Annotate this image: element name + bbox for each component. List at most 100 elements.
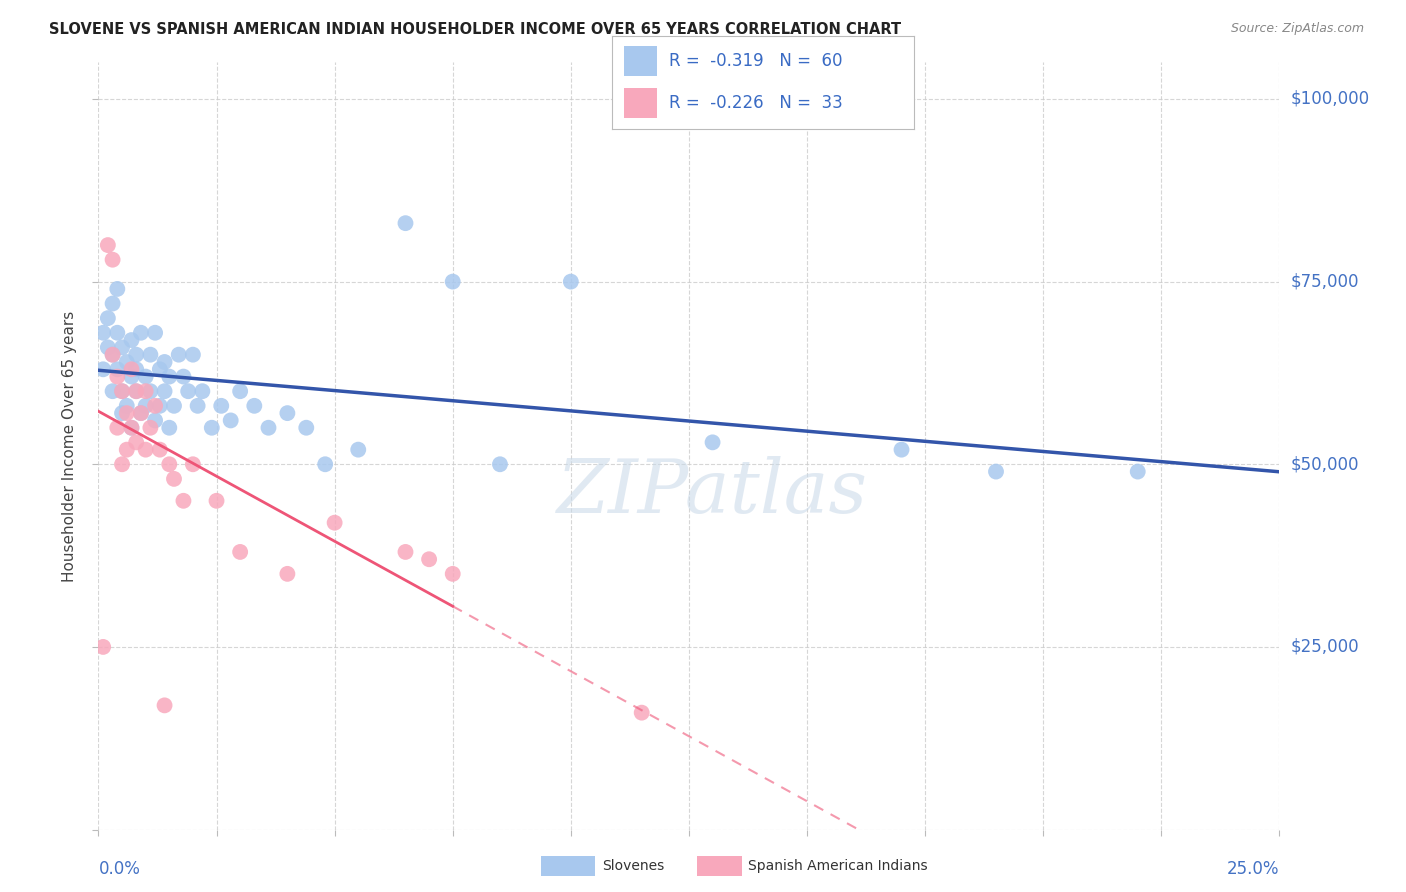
- Point: [295, 421, 318, 435]
- Point: [105, 369, 128, 384]
- Point: [172, 369, 194, 384]
- Point: [111, 384, 134, 399]
- Point: [149, 362, 172, 376]
- Point: [139, 384, 162, 399]
- Point: [153, 384, 176, 399]
- Point: [163, 472, 186, 486]
- Point: [219, 413, 242, 427]
- Point: [323, 516, 346, 530]
- Point: [135, 399, 157, 413]
- Point: [115, 406, 138, 420]
- Point: [129, 406, 152, 420]
- Point: [257, 421, 280, 435]
- Point: [143, 326, 166, 340]
- Point: [229, 384, 252, 399]
- Point: [205, 493, 228, 508]
- Point: [129, 326, 152, 340]
- Point: [125, 435, 148, 450]
- Point: [314, 457, 336, 471]
- Point: [181, 457, 204, 471]
- Point: [121, 421, 143, 435]
- Point: [91, 326, 114, 340]
- Point: [115, 399, 138, 413]
- Point: [121, 421, 143, 435]
- Text: Source: ZipAtlas.com: Source: ZipAtlas.com: [1230, 22, 1364, 36]
- Point: [125, 362, 148, 376]
- Text: 25.0%: 25.0%: [1227, 860, 1279, 878]
- Point: [129, 406, 152, 420]
- Point: [489, 457, 512, 471]
- Point: [115, 355, 138, 369]
- Point: [441, 566, 464, 581]
- Point: [111, 384, 134, 399]
- Text: Slovenes: Slovenes: [602, 859, 664, 873]
- FancyBboxPatch shape: [624, 88, 657, 118]
- Point: [167, 348, 190, 362]
- Point: [111, 457, 134, 471]
- Point: [276, 406, 298, 420]
- Point: [394, 216, 416, 230]
- Point: [105, 282, 128, 296]
- Point: [125, 384, 148, 399]
- Point: [97, 238, 120, 252]
- Text: Spanish American Indians: Spanish American Indians: [748, 859, 928, 873]
- Text: R =  -0.226   N =  33: R = -0.226 N = 33: [669, 95, 842, 112]
- Point: [201, 421, 224, 435]
- Point: [157, 457, 180, 471]
- Point: [101, 348, 124, 362]
- Point: [187, 399, 209, 413]
- Text: $75,000: $75,000: [1291, 273, 1360, 291]
- Point: [177, 384, 200, 399]
- Point: [97, 340, 120, 354]
- Point: [105, 362, 128, 376]
- Point: [1126, 465, 1149, 479]
- Point: [135, 369, 157, 384]
- Point: [276, 566, 298, 581]
- Text: SLOVENE VS SPANISH AMERICAN INDIAN HOUSEHOLDER INCOME OVER 65 YEARS CORRELATION : SLOVENE VS SPANISH AMERICAN INDIAN HOUSE…: [49, 22, 901, 37]
- Point: [209, 399, 232, 413]
- Point: [91, 362, 114, 376]
- Point: [105, 421, 128, 435]
- Point: [97, 311, 120, 326]
- Point: [101, 348, 124, 362]
- Point: [163, 399, 186, 413]
- Point: [121, 362, 143, 376]
- Point: [121, 333, 143, 347]
- Point: [181, 348, 204, 362]
- Point: [157, 421, 180, 435]
- Point: [139, 348, 162, 362]
- Point: [125, 384, 148, 399]
- Point: [135, 442, 157, 457]
- Point: [441, 275, 464, 289]
- Point: [172, 493, 194, 508]
- Point: [229, 545, 252, 559]
- Point: [418, 552, 440, 566]
- Point: [139, 421, 162, 435]
- Point: [143, 413, 166, 427]
- Text: $50,000: $50,000: [1291, 455, 1360, 474]
- Point: [115, 442, 138, 457]
- Point: [149, 399, 172, 413]
- Point: [101, 296, 124, 310]
- Text: ZIPatlas: ZIPatlas: [557, 456, 868, 528]
- Point: [135, 384, 157, 399]
- Point: [630, 706, 652, 720]
- Point: [347, 442, 370, 457]
- Text: $100,000: $100,000: [1291, 90, 1369, 108]
- Point: [149, 442, 172, 457]
- Text: R =  -0.319   N =  60: R = -0.319 N = 60: [669, 52, 842, 70]
- Y-axis label: Householder Income Over 65 years: Householder Income Over 65 years: [62, 310, 77, 582]
- Point: [111, 406, 134, 420]
- Point: [111, 340, 134, 354]
- Point: [153, 355, 176, 369]
- Text: $25,000: $25,000: [1291, 638, 1360, 656]
- Point: [890, 442, 912, 457]
- Point: [560, 275, 582, 289]
- Point: [243, 399, 266, 413]
- Point: [984, 465, 1007, 479]
- FancyBboxPatch shape: [624, 46, 657, 76]
- Point: [125, 348, 148, 362]
- Point: [121, 369, 143, 384]
- Point: [394, 545, 416, 559]
- Point: [143, 399, 166, 413]
